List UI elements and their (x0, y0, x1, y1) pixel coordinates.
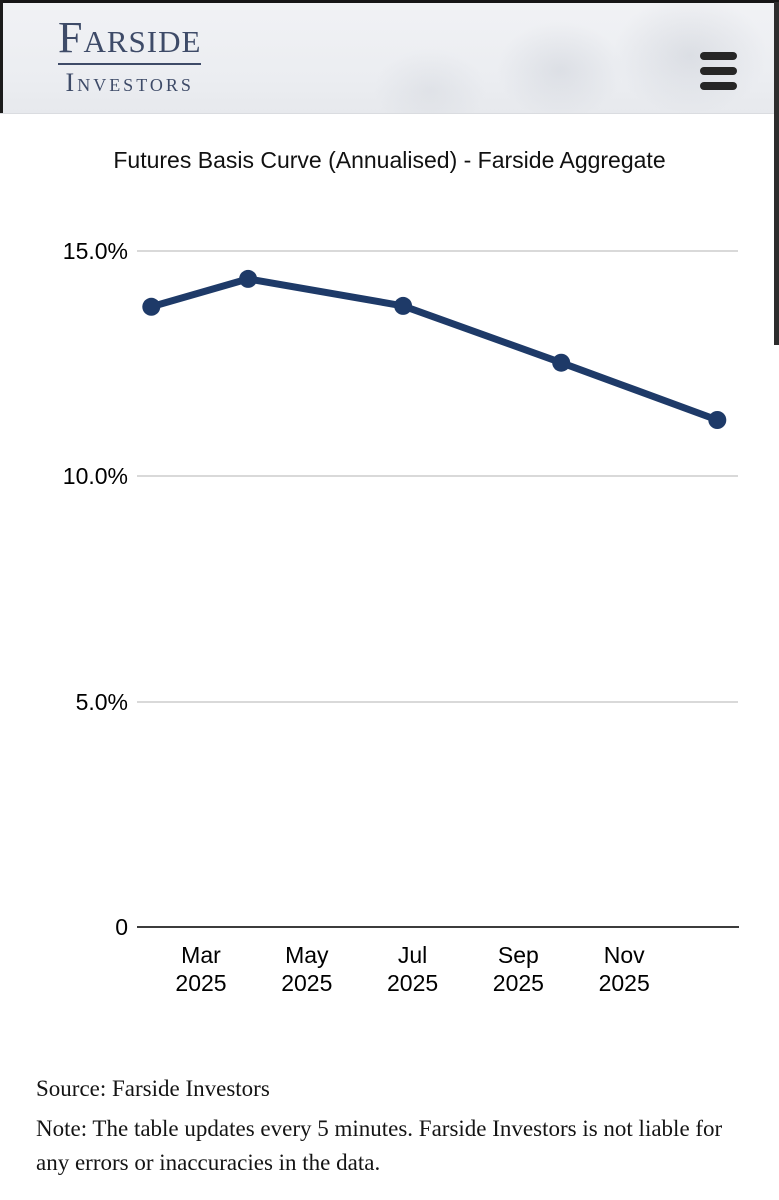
basis-curve-chart[interactable]: 0 5.0% 10.0% 15.0% Mar 2025 May 2025 Jul 2025 Sep 2… (0, 0, 779, 1010)
hamburger-icon (700, 67, 737, 75)
source-text: Source: Farside Investors (36, 1076, 270, 1101)
data-point[interactable] (142, 297, 161, 316)
site-header: Farside Investors (0, 0, 779, 114)
disclaimer-text: Note: The table updates every 5 minutes.… (36, 1116, 723, 1175)
data-point[interactable] (239, 269, 258, 288)
logo-subtitle: Investors (65, 68, 194, 97)
hamburger-icon (700, 52, 737, 60)
gridline (137, 249, 738, 252)
gridline (137, 475, 738, 478)
y-axis-tick-label: 0 (115, 914, 128, 940)
data-point[interactable] (708, 411, 727, 429)
chart-title: Futures Basis Curve (Annualised) - Farsi… (113, 147, 666, 173)
y-axis-tick-label: 5.0% (75, 688, 128, 715)
series-line (147, 275, 721, 424)
x-axis-tick-label: Jul 2025 (387, 942, 439, 996)
gridline (137, 700, 738, 703)
y-axis-tick-label: 15.0% (62, 237, 128, 264)
logo[interactable]: Farside Investors (58, 13, 202, 97)
scrollbar-thumb[interactable] (774, 2, 779, 345)
x-axis-tick-label: Mar 2025 (175, 942, 227, 996)
menu-button[interactable] (700, 52, 737, 90)
screen-top-edge (0, 0, 779, 3)
logo-underline (58, 63, 202, 65)
x-axis-tick-label: Sep 2025 (492, 942, 544, 996)
x-axis-tick-label: May 2025 (281, 942, 333, 996)
data-point[interactable] (552, 353, 571, 372)
logo-wordmark: Farside (58, 13, 202, 62)
page-footer: Source: Farside Investors Note: The tabl… (36, 1072, 748, 1180)
x-axis-tick-label: Nov 2025 (598, 942, 650, 996)
x-axis-line (137, 926, 739, 928)
header-left-edge (0, 0, 3, 113)
data-point[interactable] (394, 296, 413, 315)
hamburger-icon (700, 82, 737, 90)
y-axis-tick-label: 10.0% (62, 463, 128, 490)
chart-series-svg (142, 269, 727, 429)
